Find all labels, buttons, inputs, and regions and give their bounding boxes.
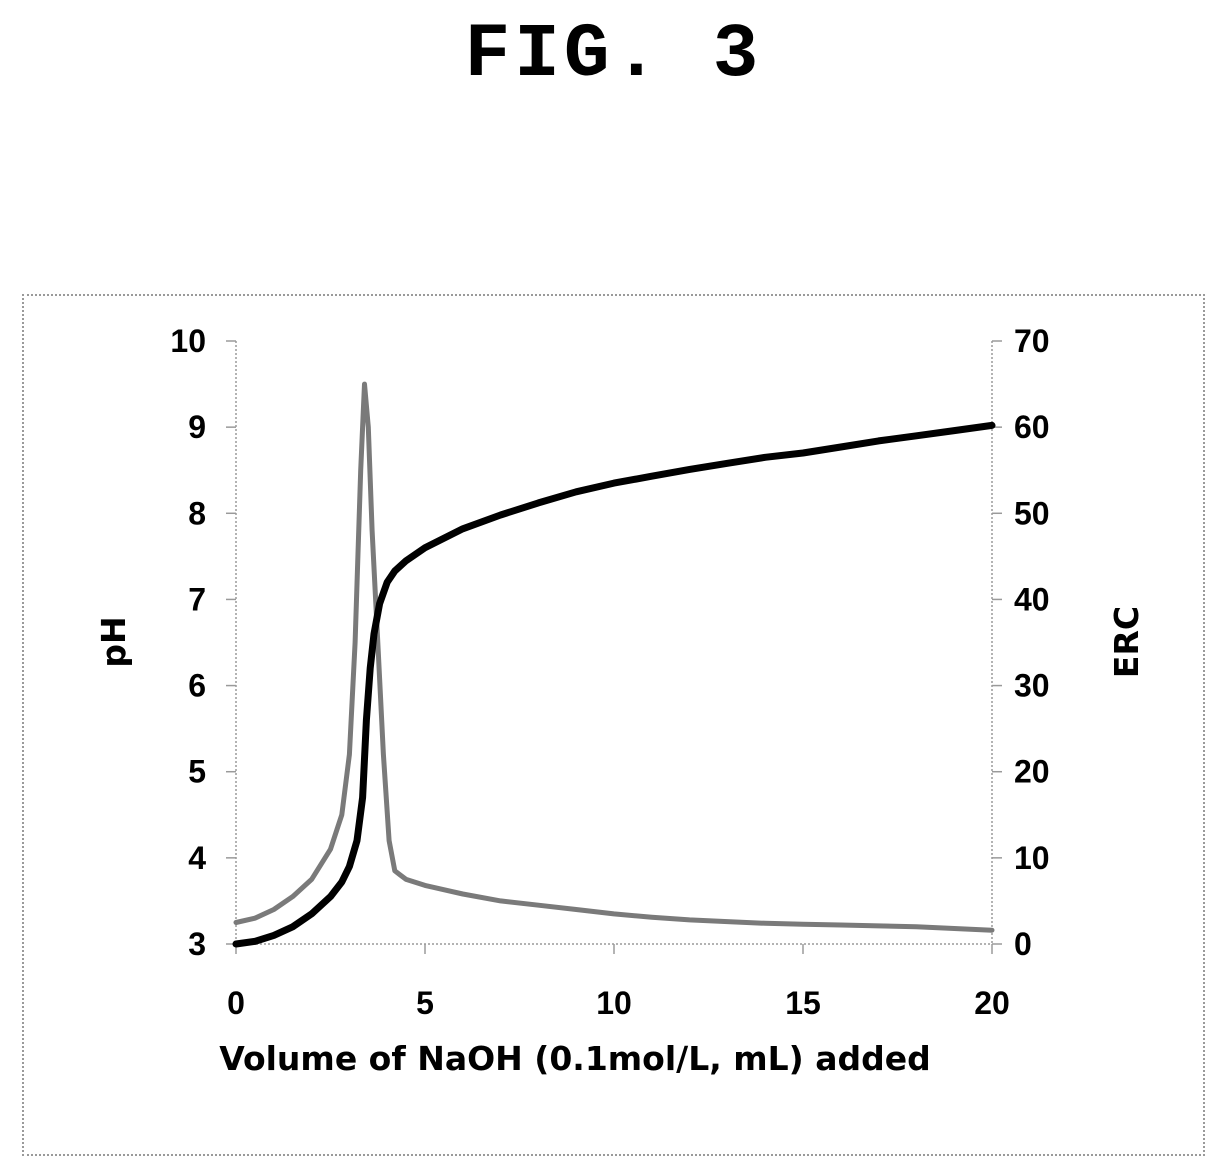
y-left-tick-label: 4	[188, 840, 206, 876]
y-left-tick-label: 5	[188, 754, 206, 790]
series-line-erc	[233, 381, 995, 933]
y-left-tick-label: 8	[188, 495, 206, 531]
figure-title: FIG. 3	[464, 12, 763, 98]
y-axis-left-label: pH	[94, 616, 133, 667]
y-right-tick-label: 40	[1014, 581, 1050, 617]
x-tick-label: 10	[596, 985, 632, 1021]
x-tick-label: 5	[416, 985, 434, 1021]
y-right-tick-label: 20	[1014, 754, 1050, 790]
y-right-tick-label: 70	[1014, 323, 1050, 359]
x-tick-label: 0	[227, 985, 245, 1021]
y-right-tick-label: 60	[1014, 409, 1050, 445]
x-tick-label: 20	[974, 985, 1010, 1021]
y-left-tick-label: 10	[170, 323, 206, 359]
y-left-tick-label: 6	[188, 668, 206, 704]
y-right-tick-label: 30	[1014, 668, 1050, 704]
y-right-tick-label: 50	[1014, 495, 1050, 531]
series-layer	[232, 381, 996, 948]
series-line-ph	[232, 421, 996, 948]
y-left-tick-label: 3	[188, 926, 206, 962]
x-axis-label: Volume of NaOH (0.1mol/L, mL) added	[219, 1039, 931, 1078]
y-axis-right-label: ERC	[1107, 606, 1146, 678]
chart-frame	[22, 294, 1205, 1156]
y-right-tick-label: 0	[1014, 926, 1032, 962]
y-right-tick-label: 10	[1014, 840, 1050, 876]
y-left-tick-label: 7	[188, 581, 206, 617]
axes-layer: 3 4 5 6 7 8 9 10 0 10 20 30 40 50 60 70 0 5 10 15 20	[170, 323, 1049, 1021]
y-left-tick-label: 9	[188, 409, 206, 445]
x-tick-label: 15	[785, 985, 821, 1021]
